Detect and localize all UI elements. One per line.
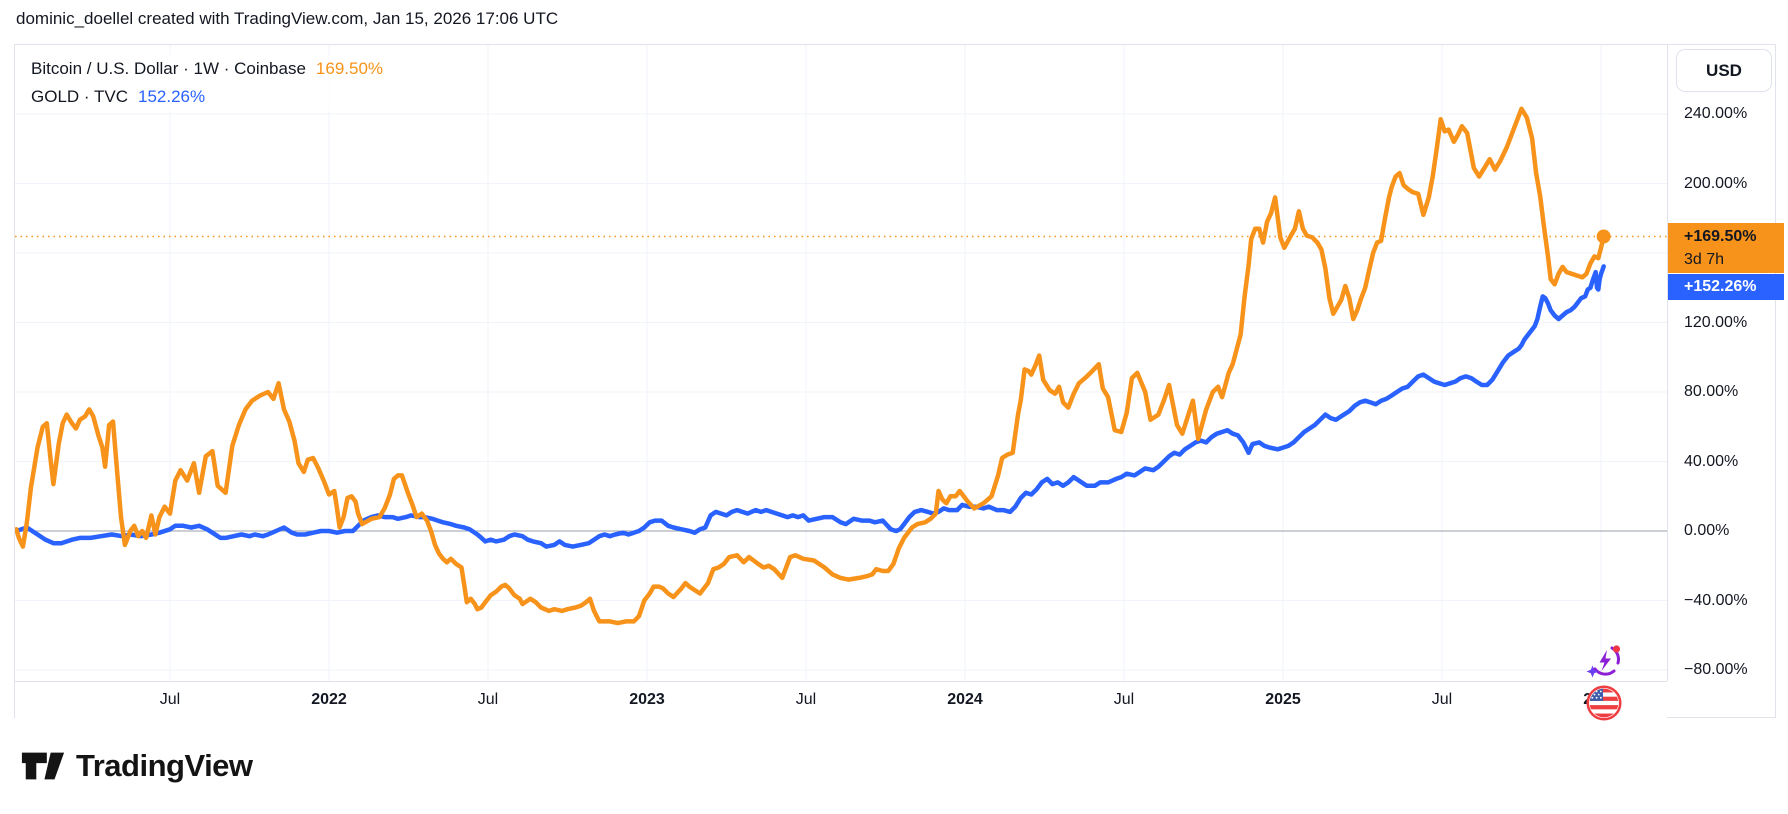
currency-toggle-button[interactable]: USD <box>1676 49 1772 92</box>
time-label: Jul <box>1113 691 1135 708</box>
boost-rocket-icon <box>1585 641 1625 681</box>
price-label: −80.00% <box>1684 661 1748 678</box>
gold-last-price-value: +152.26% <box>1684 278 1757 295</box>
legend-bitcoin-title: Bitcoin / U.S. Dollar · 1W · Coinbase <box>31 59 306 78</box>
price-label: 80.00% <box>1684 383 1739 400</box>
us-flag-icon <box>1585 684 1625 722</box>
price-label: −40.00% <box>1684 591 1748 609</box>
price-label: 40.00% <box>1684 452 1739 470</box>
price-label: 0.00% <box>1684 522 1730 539</box>
chart-panel: Bitcoin / U.S. Dollar · 1W · Coinbase 169… <box>14 44 1784 721</box>
chart-legend: Bitcoin / U.S. Dollar · 1W · Coinbase 169… <box>27 55 388 111</box>
time-label: 2025 <box>1265 691 1301 708</box>
chart-plot-area[interactable] <box>15 45 1667 681</box>
bar-countdown: 3d 7h <box>1684 251 1725 268</box>
time-label: 2022 <box>311 691 347 708</box>
time-label: Jul <box>477 691 499 708</box>
legend-row-gold[interactable]: GOLD · TVC 152.26% <box>31 83 383 111</box>
time-scale[interactable]: Jul2022Jul2023Jul2024Jul2025Jul2026 <box>15 681 1667 719</box>
price-label: 120.00% <box>1684 313 1748 331</box>
time-label: Jul <box>1431 691 1453 708</box>
time-label: 2023 <box>629 691 665 708</box>
tradingview-mark-icon <box>20 749 66 783</box>
series-line <box>15 264 1606 549</box>
gold-last-price-badge: +152.26% <box>1668 274 1784 300</box>
legend-gold-title: GOLD · TVC <box>31 87 128 106</box>
price-chart-svg[interactable] <box>15 45 1667 681</box>
bitcoin-last-price-badge: +169.50% 3d 7h <box>1668 223 1784 273</box>
bitcoin-last-price-value: +169.50% <box>1684 228 1757 245</box>
legend-row-bitcoin[interactable]: Bitcoin / U.S. Dollar · 1W · Coinbase 169… <box>31 55 383 83</box>
legend-gold-change: 152.26% <box>137 87 206 106</box>
time-label: Jul <box>795 691 817 708</box>
price-label: 240.00% <box>1684 105 1748 122</box>
legend-bitcoin-change: 169.50% <box>315 59 384 78</box>
series-end-dot <box>1596 229 1611 244</box>
time-label: 2024 <box>947 691 983 708</box>
corner-icons <box>1585 641 1625 722</box>
time-label: Jul <box>159 691 181 708</box>
tradingview-wordmark: TradingView <box>76 748 253 783</box>
tradingview-logo[interactable]: TradingView <box>20 748 253 784</box>
price-scale[interactable]: USD 240.00% 200.00% 120.00% 80.00% 40.00% 0.0… <box>1667 45 1784 681</box>
series-line <box>15 106 1606 626</box>
price-label: 200.00% <box>1684 174 1748 192</box>
attribution-text: dominic_doellel created with TradingView… <box>16 9 559 28</box>
